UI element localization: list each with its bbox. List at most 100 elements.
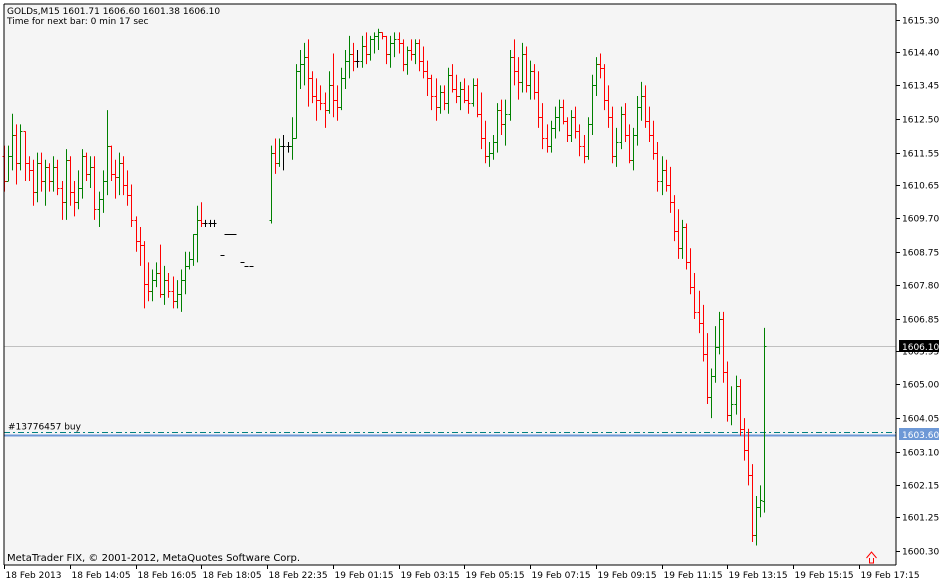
ohlc-bar <box>631 127 636 171</box>
ohlc-bar <box>125 170 130 206</box>
price-tick-label: 1608.75 <box>902 249 939 259</box>
price-tick-label: 1611.55 <box>902 150 939 160</box>
ohlc-bar <box>314 78 319 121</box>
ohlc-bar <box>619 106 624 150</box>
ohlc-bar <box>121 156 126 196</box>
ohlc-bar <box>528 60 533 100</box>
ohlc-bar <box>323 92 328 128</box>
ohlc-bar <box>553 106 558 139</box>
ohlc-bar <box>150 269 155 302</box>
ohlc-bar <box>594 57 599 97</box>
ohlc-bar <box>651 120 656 160</box>
ohlc-bar <box>577 124 582 157</box>
ohlc-bar <box>72 180 77 217</box>
time-axis[interactable]: 18 Feb 2013 18 Feb 14:05 18 Feb 16:05 18 Fe… <box>4 565 920 581</box>
ohlc-bar <box>294 64 299 139</box>
time-tick-label: 19 Feb 11:15 <box>664 571 723 581</box>
ohlc-bar <box>709 368 714 419</box>
ohlc-bar <box>195 205 200 263</box>
ohlc-bar <box>495 103 500 153</box>
ohlc-bar <box>179 269 184 312</box>
ohlc-bar <box>14 124 19 185</box>
price-tick-label: 1612.50 <box>902 116 939 126</box>
ohlc-bars <box>2 28 767 546</box>
order-label: #13776457 buy <box>8 423 82 433</box>
ohlc-bar <box>754 495 759 546</box>
ohlc-bar <box>310 71 315 104</box>
ohlc-bar <box>31 159 36 206</box>
ohlc-bar <box>138 226 143 266</box>
ohlc-bar <box>183 251 188 295</box>
ohlc-bar <box>142 241 147 309</box>
ohlc-bar <box>335 85 340 121</box>
ohlc-bar <box>524 46 529 93</box>
ohlc-bar <box>380 32 385 40</box>
price-axis[interactable]: 1615.30 1614.40 1613.45 1612.50 1611.55 1610.… <box>896 17 939 558</box>
time-tick-label: 19 Feb 07:15 <box>532 571 591 581</box>
ohlc-bar <box>298 50 303 89</box>
ohlc-bar <box>750 464 755 542</box>
order-line-layer[interactable]: #13776457 buy <box>4 423 896 437</box>
ohlc-bar <box>729 386 734 426</box>
order-price-tag-text: 1603.60 <box>902 431 939 441</box>
ohlc-bar <box>339 67 344 111</box>
ohlc-bar <box>129 184 134 227</box>
time-tick-label: 18 Feb 22:35 <box>269 571 328 581</box>
ohlc-bar <box>582 134 587 164</box>
ohlc-bar <box>746 428 751 486</box>
plot-area[interactable] <box>4 4 896 565</box>
time-tick-label: 19 Feb 15:15 <box>795 571 854 581</box>
ohlc-bar <box>701 304 706 362</box>
buy-arrow-layer <box>866 551 877 564</box>
time-tick-label: 18 Feb 14:05 <box>72 571 131 581</box>
ohlc-bar <box>713 326 718 383</box>
ohlc-bar <box>647 106 652 143</box>
ohlc-bar <box>725 361 730 422</box>
price-tick-label: 1602.15 <box>902 482 939 492</box>
ohlc-bar <box>388 35 393 68</box>
price-tick-label: 1604.05 <box>902 415 939 425</box>
ohlc-bar <box>676 209 681 259</box>
ohlc-bar <box>286 142 291 153</box>
ohlc-bar <box>273 138 278 174</box>
ohlc-bar <box>590 74 595 135</box>
ohlc-bar <box>540 103 545 150</box>
ohlc-bar <box>47 163 52 192</box>
ohlc-bar <box>421 46 426 79</box>
ohlc-bar <box>355 50 360 68</box>
ohlc-bar <box>55 159 60 196</box>
ohlc-bar <box>360 35 365 68</box>
ohlc-bar <box>610 106 615 164</box>
ohlc-bar <box>376 28 381 51</box>
ohlc-bar <box>23 131 28 181</box>
order-price-tag: 1603.60 <box>899 428 939 441</box>
time-tick-label: 18 Feb 2013 <box>6 571 62 581</box>
ohlc-bar <box>146 262 151 302</box>
ohlc-bar <box>565 117 570 143</box>
time-tick-label: 18 Feb 16:05 <box>138 571 197 581</box>
price-tick-label: 1615.30 <box>902 17 939 27</box>
ohlc-bar <box>697 290 702 334</box>
ohlc-bar <box>536 71 541 128</box>
ohlc-bar <box>479 92 484 150</box>
ohlc-bar <box>672 195 677 242</box>
ohlc-bar <box>405 46 410 75</box>
time-tick-label: 19 Feb 01:15 <box>335 571 394 581</box>
ohlc-bar <box>175 280 180 309</box>
ohlc-bar <box>347 35 352 79</box>
ohlc-bar <box>545 124 550 153</box>
time-tick-label: 19 Feb 17:15 <box>861 571 920 581</box>
ohlc-bar <box>602 64 607 111</box>
price-tick-label: 1614.40 <box>902 49 939 59</box>
ohlc-bar <box>171 276 176 309</box>
ohlc-bar <box>508 50 513 121</box>
ohlc-bar <box>203 219 208 227</box>
ohlc-bar <box>549 120 554 153</box>
ohlc-bar <box>92 156 97 220</box>
ohlc-bar <box>688 248 693 295</box>
ohlc-bar <box>520 42 525 93</box>
ohlc-bar <box>97 191 102 227</box>
time-tick-label: 19 Feb 09:15 <box>598 571 657 581</box>
